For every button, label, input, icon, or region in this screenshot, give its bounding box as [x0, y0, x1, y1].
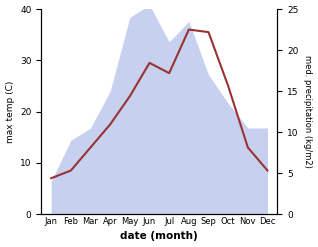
Y-axis label: max temp (C): max temp (C) [5, 80, 15, 143]
Y-axis label: med. precipitation (kg/m2): med. precipitation (kg/m2) [303, 55, 313, 168]
X-axis label: date (month): date (month) [121, 231, 198, 242]
